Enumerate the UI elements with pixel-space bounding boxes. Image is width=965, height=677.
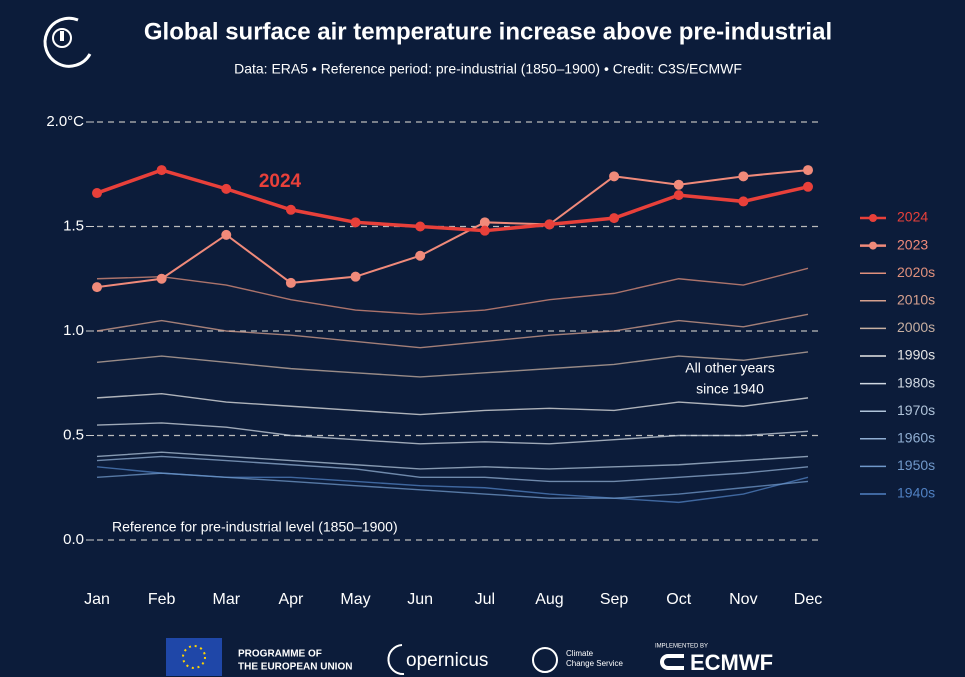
series-marker <box>673 190 684 201</box>
x-tick-label: Apr <box>278 591 304 608</box>
logo <box>43 16 92 68</box>
series-marker <box>673 179 684 190</box>
series-line <box>96 313 809 349</box>
legend-label: 1980s <box>897 374 935 390</box>
x-tick-label: May <box>340 591 370 608</box>
series-marker <box>609 171 620 182</box>
y-tick-label: 0.0 <box>63 531 84 548</box>
series-marker <box>803 181 813 192</box>
legend-label: 1950s <box>897 457 935 473</box>
series-line <box>96 451 809 470</box>
x-tick-label: Feb <box>148 591 176 608</box>
reference-label: Reference for pre-industrial level (1850… <box>112 519 398 535</box>
footer: PROGRAMME OF THE EUROPEAN UNION opernicu… <box>0 625 965 677</box>
series-line <box>96 351 809 378</box>
legend-label: 1960s <box>897 430 935 446</box>
others-label: since 1940 <box>696 381 764 397</box>
x-tick-label: Aug <box>535 591 563 608</box>
x-tick-label: Oct <box>666 591 691 608</box>
series-marker <box>285 204 296 215</box>
y-tick-label: 2.0°C <box>46 113 84 130</box>
series-marker <box>738 171 749 182</box>
legend-label: 2024 <box>897 209 928 225</box>
x-tick-label: Dec <box>794 591 822 608</box>
series-marker <box>285 277 296 288</box>
series-marker <box>544 219 555 230</box>
series-marker <box>350 217 361 228</box>
series-marker <box>415 221 426 232</box>
legend-label: 2023 <box>897 236 928 252</box>
series-line <box>96 267 809 315</box>
y-tick-label: 1.0 <box>63 322 84 339</box>
series-marker <box>415 250 426 261</box>
legend-label: 1970s <box>897 402 935 418</box>
series-marker <box>479 225 490 236</box>
footer-text: Climate <box>566 649 594 658</box>
x-tick-label: Nov <box>729 591 757 608</box>
series-line <box>96 392 809 416</box>
series-line <box>96 472 809 499</box>
x-tick-label: Jan <box>84 591 110 608</box>
series-marker <box>803 165 813 176</box>
footer-text: PROGRAMME OF <box>238 649 322 660</box>
series-marker <box>92 282 102 293</box>
legend-label: 2020s <box>897 264 935 280</box>
series-marker <box>479 217 490 228</box>
legend-label: 1990s <box>897 347 935 363</box>
series-marker <box>350 271 361 282</box>
legend-swatch <box>869 241 877 250</box>
series-line <box>96 422 809 445</box>
series-line <box>96 169 809 289</box>
y-tick-label: 0.5 <box>63 426 84 443</box>
series-marker <box>92 188 102 199</box>
x-tick-label: Jul <box>475 591 495 608</box>
footer-text: opernicus <box>406 650 488 671</box>
series-marker <box>221 183 232 194</box>
chart-title: Global surface air temperature increase … <box>144 18 832 45</box>
footer-text: Change Service <box>566 659 623 668</box>
x-tick-label: Mar <box>212 591 240 608</box>
y-tick-label: 1.5 <box>63 217 84 234</box>
series-marker <box>221 229 232 240</box>
chart-subtitle: Data: ERA5 • Reference period: pre-indus… <box>234 61 742 77</box>
series-line <box>96 455 809 483</box>
series-marker <box>156 165 167 176</box>
legend-label: 2000s <box>897 319 935 335</box>
legend-label: 2010s <box>897 292 935 308</box>
series-line <box>96 168 809 233</box>
series-marker <box>609 213 620 224</box>
series-marker <box>738 196 749 207</box>
footer-text: IMPLEMENTED BY <box>655 644 708 650</box>
footer-text: ECMWF <box>690 650 773 675</box>
plot: 0.0 0.5 1.0 1.5 2.0°C Jan Feb Mar Apr May Jun Jul Au… <box>46 113 935 608</box>
legend-label: 1940s <box>897 485 935 501</box>
others-label: All other years <box>685 360 774 376</box>
x-tick-label: Sep <box>600 591 629 608</box>
legend-swatch <box>869 214 877 222</box>
x-tick-label: Jun <box>407 591 433 608</box>
series-marker <box>156 273 167 284</box>
highlight-label: 2024 <box>259 171 302 192</box>
footer-text: THE EUROPEAN UNION <box>238 662 352 673</box>
